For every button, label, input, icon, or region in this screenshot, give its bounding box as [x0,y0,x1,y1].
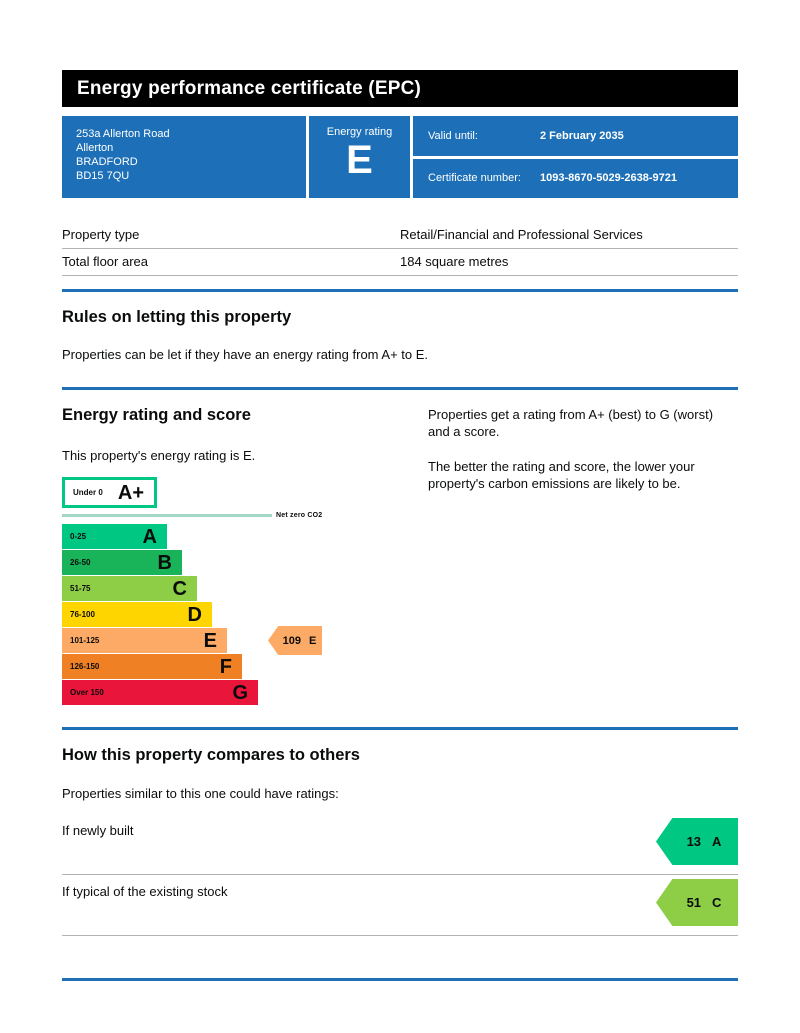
energy-rating-value: E [346,138,373,182]
energy-rating-label: Energy rating [326,126,393,138]
certificate-number-box: Certificate number: 1093-8670-5029-2638-… [413,158,738,198]
page-title: Energy performance certificate (EPC) [77,77,422,99]
rating-chart-column: Energy rating and score This property's … [62,390,428,706]
rating-heading: Energy rating and score [62,406,251,424]
net-zero-marker: Net zero CO2 [62,512,428,519]
property-type-value: Retail/Financial and Professional Servic… [400,227,643,242]
band-bar: 101-125 E [62,628,227,653]
bottom-divider [62,978,738,981]
rating-note: Properties get a rating from A+ (best) t… [428,407,714,439]
badge-score: 13 [686,834,702,849]
band-bar: 26-50 B [62,550,182,575]
epc-document: Energy performance certificate (EPC) 253… [62,70,738,981]
epc-band-f: 126-150 F [62,654,428,679]
rating-badge: 13 A [656,818,738,865]
property-address: 253a Allerton Road Allerton BRADFORD BD1… [62,116,306,198]
valid-until-box: Valid until: 2 February 2035 [413,116,738,156]
net-zero-label: Net zero CO2 [276,512,323,519]
rules-body: Properties can be let if they have an en… [62,347,429,362]
address-line: BRADFORD [76,156,138,168]
band-bar: 0-25 A [62,524,167,549]
epc-band-a: 0-25 A [62,524,428,549]
rules-heading: Rules on letting this property [62,308,292,326]
epc-band-c: 51-75 C [62,576,428,601]
section-divider [62,727,738,730]
address-line: Allerton [76,142,114,154]
valid-until-value: 2 February 2035 [540,129,624,142]
document-title-bar: Energy performance certificate (EPC) [62,70,738,107]
epc-band-e: 101-125 E 109 E [62,626,428,655]
band-bar: Over 150 G [62,680,258,705]
address-line: 253a Allerton Road [76,128,170,140]
certificate-meta: Valid until: 2 February 2035 Certificate… [413,116,738,198]
energy-rating-box: Energy rating E [309,116,410,198]
compare-row-label: If typical of the existing stock [62,884,228,899]
epc-band-g: Over 150 G [62,680,428,705]
epc-rating-chart: Under 0 A+ Net zero CO2 0-25 A 26 [62,477,428,705]
rating-note: The better the rating and score, the low… [428,459,695,491]
rating-intro: This property's energy rating is E. [62,448,256,463]
badge-band: C [712,895,722,910]
summary-panel: 253a Allerton Road Allerton BRADFORD BD1… [62,116,738,198]
certificate-number-value: 1093-8670-5029-2638-9721 [540,172,678,185]
badge-band: A [712,834,722,849]
epc-band-a-plus: Under 0 A+ [62,477,428,508]
rules-section: Rules on letting this property Propertie… [62,308,738,363]
net-zero-line [62,514,272,517]
table-row: Total floor area 184 square metres [62,249,738,276]
current-rating-marker: 109 E [268,626,322,655]
rating-notes-column: Properties get a rating from A+ (best) t… [428,390,738,706]
current-band: E [309,634,317,647]
table-row: Property type Retail/Financial and Profe… [62,222,738,249]
energy-rating-section: Energy rating and score This property's … [62,390,738,706]
current-score: 109 [282,634,301,647]
compare-row-label: If newly built [62,823,134,838]
address-line: BD15 7QU [76,170,130,182]
compare-heading: How this property compares to others [62,746,360,764]
certificate-number-label: Certificate number: [428,172,521,185]
band-bar: 126-150 F [62,654,242,679]
compare-intro: Properties similar to this one could hav… [62,786,339,801]
property-details-table: Property type Retail/Financial and Profe… [62,222,738,276]
band-bar: Under 0 A+ [62,477,157,508]
property-type-label: Property type [62,227,140,242]
section-divider [62,289,738,292]
compare-row-newly-built: If newly built 13 A [62,814,738,875]
floor-area-value: 184 square metres [400,254,509,269]
valid-until-label: Valid until: [428,129,478,142]
band-bar: 51-75 C [62,576,197,601]
section-divider [62,387,738,390]
floor-area-label: Total floor area [62,254,148,269]
epc-band-b: 26-50 B [62,550,428,575]
rating-badge: 51 C [656,879,738,926]
badge-score: 51 [686,895,702,910]
compare-section: How this property compares to others Pro… [62,746,738,936]
compare-row-existing-stock: If typical of the existing stock 51 C [62,875,738,936]
epc-band-d: 76-100 D [62,602,428,627]
band-bar: 76-100 D [62,602,212,627]
compare-rows: If newly built 13 A If typical of the ex… [62,814,738,936]
